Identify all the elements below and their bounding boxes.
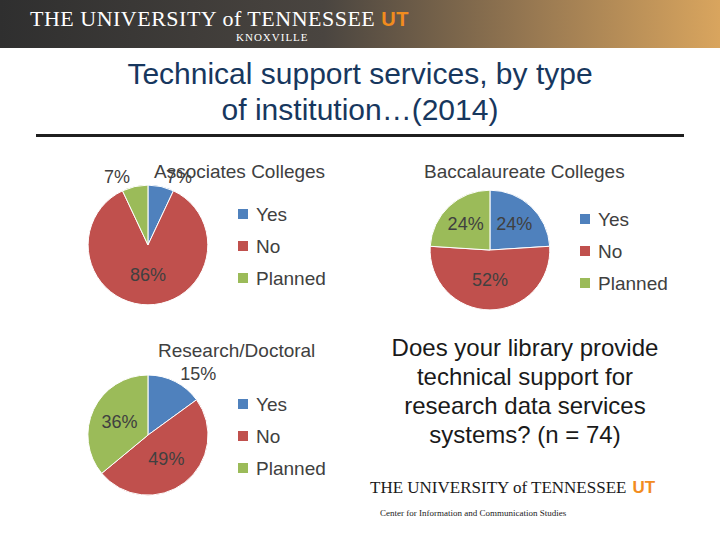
html-text:THE UNIVERSITY of TENNESSEE UT: THE UNIVERSITY of TENNESSEE UT [30,6,409,31]
svg-text:36%: 36% [101,412,137,432]
html-text:Does your library provide: Does your library provide [391,334,659,361]
html-text:THE UNIVERSITY of TENNESSEE UT: THE UNIVERSITY of TENNESSEE UT [370,478,656,497]
html-text:Planned: Planned [598,273,668,294]
svg-text:24%: 24% [448,214,484,234]
svg-text:52%: 52% [472,270,508,290]
svg-text:Research/Doctoral: Research/Doctoral [158,340,315,361]
html-text:No: No [256,426,281,448]
html-text:technical support for: technical support for [416,363,634,390]
svg-text:7%: 7% [104,167,130,187]
html-text:research data services: research data services [404,392,646,419]
svg-text:7%: 7% [166,167,192,187]
html-text:Yes: Yes [598,209,630,230]
html-text:No: No [598,241,623,262]
html-text:systems? (n = 74): systems? (n = 74) [429,421,621,448]
html-text:Planned: Planned [256,458,326,480]
svg-text:Associates Colleges: Associates Colleges [154,161,325,182]
svg-text:49%: 49% [148,449,184,469]
html-text:Yes: Yes [256,204,288,225]
html-text:KNOXVILLE: KNOXVILLE [236,31,309,43]
html-text:Planned: Planned [256,268,326,289]
html-text:Technical support services, by: Technical support services, by type [127,57,593,90]
svg-text:15%: 15% [180,364,216,384]
html-text:No: No [256,236,281,257]
svg-text:24%: 24% [496,214,532,234]
html-text:Center for Information and Com: Center for Information and Communication… [380,508,567,518]
svg-text:86%: 86% [130,265,166,285]
html-text:of institution…(2014): of institution…(2014) [221,93,499,126]
svg-text:Baccalaureate Colleges: Baccalaureate Colleges [424,161,625,182]
html-text:Yes: Yes [256,394,288,416]
